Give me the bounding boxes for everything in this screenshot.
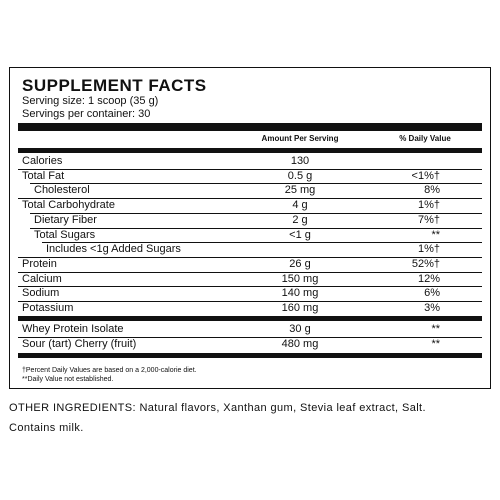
column-header: Amount Per Serving <box>261 134 339 143</box>
thick-rule <box>18 353 482 358</box>
row-amount: 4 g <box>292 199 308 212</box>
other-ingredients: OTHER INGREDIENTS: Natural flavors, Xant… <box>9 402 426 414</box>
row-dv: 6% <box>424 287 440 300</box>
row-name: Total Sugars <box>34 228 96 241</box>
row-name: Total Fat <box>22 169 65 182</box>
thick-rule <box>18 316 482 321</box>
row-name: Cholesterol <box>34 184 90 197</box>
row-dv: <1%† <box>411 169 440 182</box>
label-box <box>9 67 491 389</box>
footnote: **Daily Value not established. <box>22 376 114 383</box>
row-name: Sodium <box>22 287 60 300</box>
row-rule <box>30 183 482 185</box>
row-amount: 30 g <box>289 323 311 335</box>
row-rule <box>30 227 482 229</box>
row-dv: ** <box>431 323 440 335</box>
row-rule <box>30 212 482 214</box>
row-rule <box>18 301 482 302</box>
row-amount: 140 mg <box>281 287 319 300</box>
row-dv: 52%† <box>411 257 440 270</box>
row-name: Calcium <box>22 272 62 285</box>
row-amount: 150 mg <box>281 272 319 285</box>
row-dv: 1%† <box>417 199 440 212</box>
row-dv: 3% <box>424 302 440 314</box>
row-amount: 480 mg <box>281 337 319 350</box>
row-amount: <1 g <box>289 228 311 241</box>
row-name: Total Carbohydrate <box>22 199 115 212</box>
column-header: % Daily Value <box>399 134 451 143</box>
allergen: Contains milk. <box>9 422 84 434</box>
serving-size: Serving size: 1 scoop (35 g) <box>22 95 159 107</box>
row-name: Potassium <box>22 302 74 314</box>
row-rule <box>18 256 482 258</box>
row-rule <box>18 336 482 338</box>
thick-rule <box>18 148 482 153</box>
row-rule <box>18 271 482 273</box>
row-name: Whey Protein Isolate <box>22 323 124 335</box>
row-amount: 2 g <box>292 213 308 226</box>
servings-per-container: Servings per container: 30 <box>22 108 151 120</box>
row-rule <box>18 286 482 288</box>
row-rule <box>42 242 482 244</box>
row-name: Sour (tart) Cherry (fruit) <box>22 337 137 350</box>
thick-rule <box>18 123 482 131</box>
row-rule <box>18 198 482 200</box>
row-rule <box>18 168 482 170</box>
title: SUPPLEMENT FACTS <box>22 76 207 95</box>
row-amount: 0.5 g <box>287 169 313 182</box>
footnote: †Percent Daily Values are based on a 2,0… <box>22 367 197 374</box>
row-name: Dietary Fiber <box>34 213 97 226</box>
row-amount: 130 <box>290 155 310 167</box>
row-amount: 25 mg <box>284 184 316 197</box>
row-name: Calories <box>22 155 63 167</box>
row-dv: 1%† <box>417 243 440 256</box>
row-name: Includes <1g Added Sugars <box>46 243 181 256</box>
row-dv: 12% <box>417 272 440 285</box>
row-dv: ** <box>431 228 440 241</box>
row-dv: 8% <box>424 184 440 197</box>
row-dv: ** <box>431 337 440 350</box>
row-amount: 26 g <box>289 257 311 270</box>
row-dv: 7%† <box>417 213 440 226</box>
row-name: Protein <box>22 257 57 270</box>
row-amount: 160 mg <box>281 302 319 314</box>
